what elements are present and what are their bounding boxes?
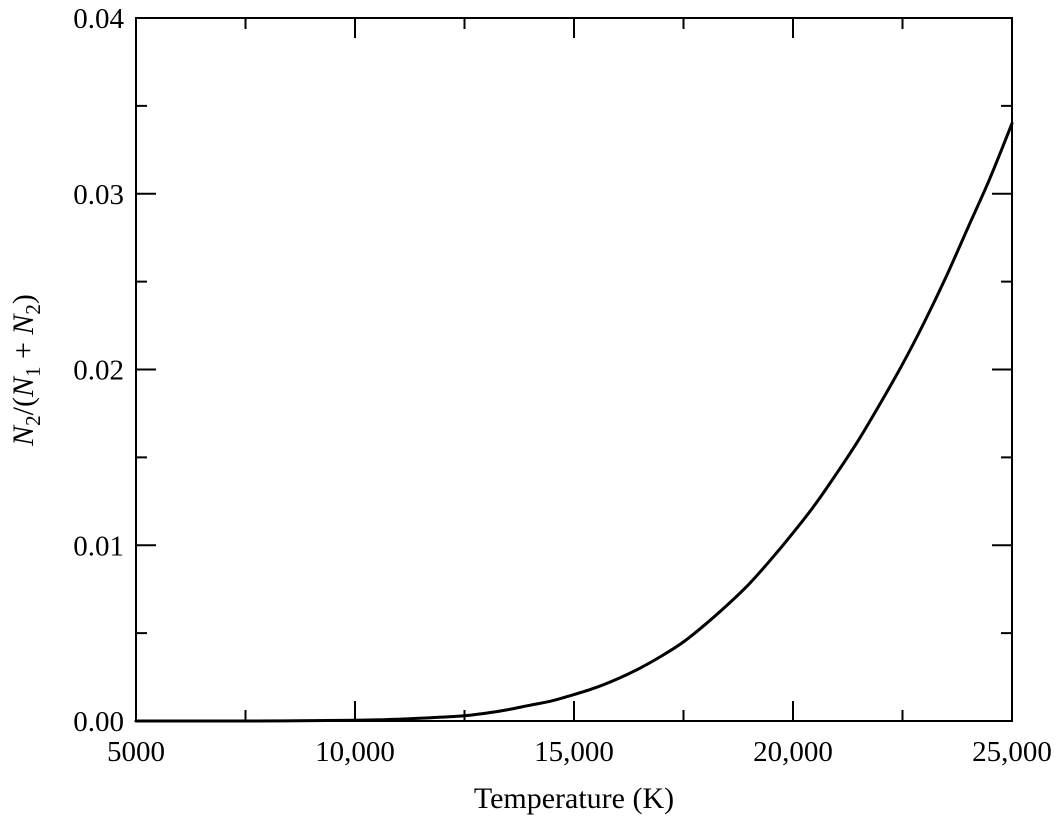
x-tick-label: 5000 [107,736,165,768]
x-tick-label: 25,000 [972,736,1052,768]
x-tick-label: 10,000 [315,736,395,768]
series-line [134,121,1014,723]
y-tick-label: 0.01 [73,530,124,562]
axis-ticks [135,17,1013,722]
axis-tick-labels: 5000 10,000 15,000 20,000 25,000 0.00 0.01 0.02… [73,3,1052,768]
y-tick-label: 0.03 [73,179,124,211]
y-tick-label: 0.04 [73,3,124,35]
x-tick-label: 15,000 [534,736,614,768]
y-tick-label: 0.00 [73,706,124,738]
plot-frame [135,17,1013,722]
y-tick-label: 0.02 [73,355,124,387]
x-tick-label: 20,000 [753,736,833,768]
x-axis-title: Temperature (K) [474,782,674,815]
y-axis-title: N2​/(N1​ + N2​) [7,294,45,447]
